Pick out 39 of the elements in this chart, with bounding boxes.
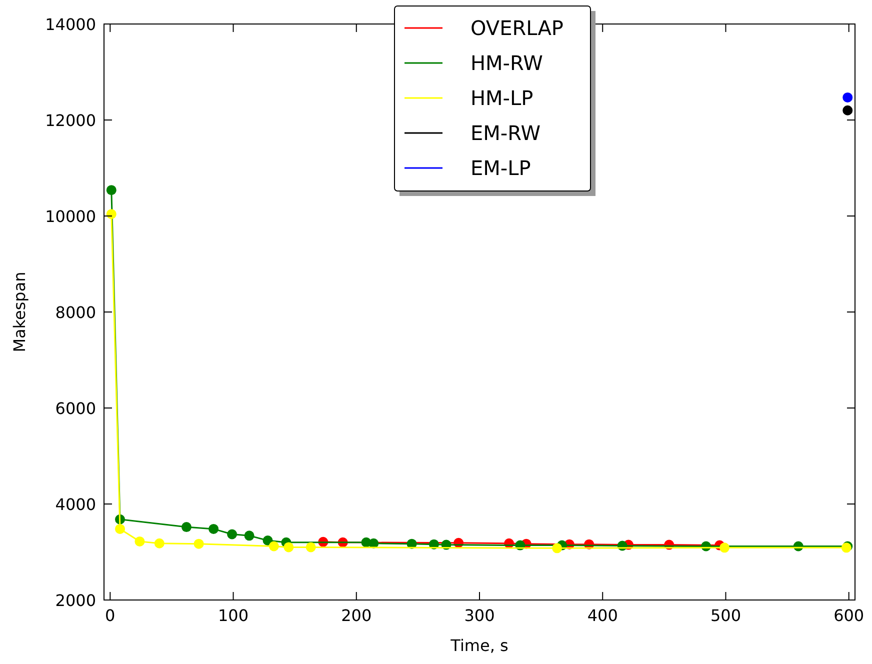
- point: [208, 524, 219, 534]
- legend-label: HM-RW: [470, 51, 544, 75]
- x-axis-title: Time, s: [450, 636, 508, 655]
- point: [306, 542, 316, 552]
- point: [115, 524, 126, 534]
- legend-label: OVERLAP: [470, 16, 564, 40]
- point: [134, 536, 145, 546]
- x-tick-label: 500: [710, 606, 742, 625]
- point: [194, 538, 204, 549]
- legend-label: EM-LP: [470, 156, 531, 180]
- y-tick-label: 2000: [55, 591, 96, 610]
- point: [720, 542, 730, 553]
- x-tick-label: 100: [218, 606, 249, 625]
- y-tick-label: 8000: [55, 303, 96, 322]
- point: [181, 522, 192, 532]
- legend-label: HM-LP: [470, 86, 534, 110]
- point: [106, 209, 116, 220]
- point: [268, 541, 279, 552]
- point: [842, 92, 853, 102]
- y-tick-label: 4000: [55, 495, 96, 514]
- y-tick-label: 12000: [45, 111, 96, 130]
- point: [244, 530, 254, 541]
- point: [552, 543, 562, 554]
- x-tick-label: 200: [341, 606, 372, 625]
- legend-label: EM-RW: [470, 121, 541, 145]
- point: [227, 529, 238, 540]
- y-tick-label: 6000: [55, 399, 96, 418]
- x-tick-label: 400: [587, 606, 618, 625]
- x-tick-label: 600: [834, 606, 864, 625]
- y-tick-label: 10000: [45, 207, 96, 226]
- point: [106, 185, 116, 196]
- y-axis-title: Makespan: [10, 272, 29, 352]
- y-tick-label: 14000: [45, 15, 96, 34]
- point: [284, 542, 294, 552]
- x-tick-label: 300: [464, 606, 495, 625]
- point: [262, 535, 273, 546]
- x-tick-label: 0: [105, 606, 116, 625]
- point: [842, 105, 853, 116]
- point: [154, 538, 164, 548]
